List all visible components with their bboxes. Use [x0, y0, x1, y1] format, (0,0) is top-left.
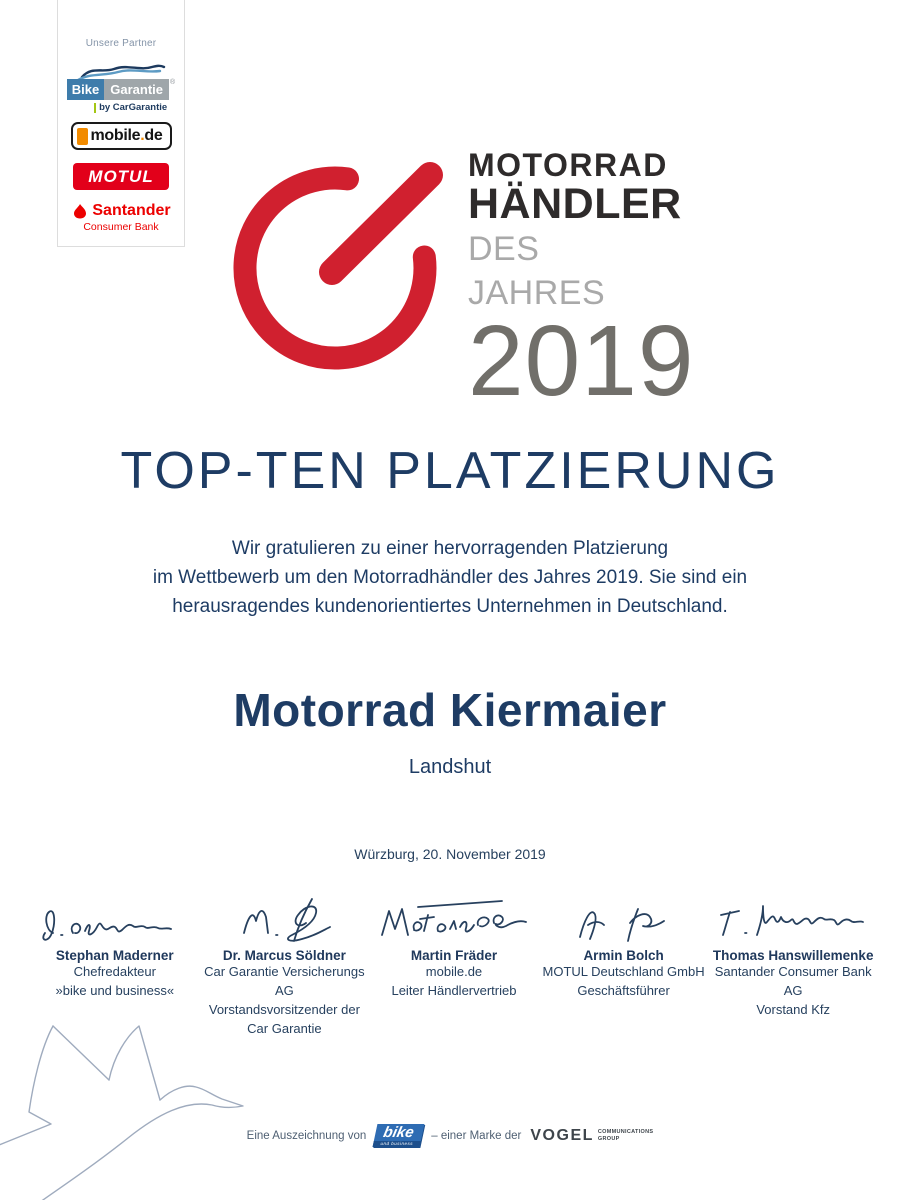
recipient-location: Landshut: [408, 756, 492, 778]
santander-flame-icon: [74, 203, 87, 218]
partner-sidebar: Unsere Partner Bike Garantie ® by CarGar…: [57, 0, 185, 247]
partners-heading: Unsere Partner: [85, 38, 157, 49]
registered-mark: ®: [170, 79, 176, 86]
award-body: Wir gratulieren zu einer hervorragenden …: [0, 534, 900, 621]
signature-hanswillemenke: [720, 905, 865, 936]
bikegarantie-wave-icon: [76, 64, 166, 81]
bikegarantie-byline: by CarGarantie: [67, 102, 167, 113]
award-logo-text: MOTORRAD HÄNDLER DES JAHRES 2019: [468, 147, 695, 417]
bike-und-business-logo: bike und business: [372, 1124, 425, 1147]
bikegarantie-bike-box: Bike: [66, 79, 105, 100]
bikegarantie-wordmark: Bike Garantie ®: [66, 79, 176, 100]
bikegarantie-garantie-box: Garantie: [104, 79, 170, 100]
signature-soeldner: [243, 898, 332, 942]
signatory-hanswillemenke: Thomas Hanswillemenke Santander Consumer…: [708, 891, 878, 1038]
award-body-line1: Wir gratulieren zu einer hervorragenden …: [231, 538, 669, 559]
award-title: TOP-TEN PLATZIERUNG: [120, 442, 780, 500]
cargarantie-green-bar: [94, 102, 97, 113]
bird-watermark-icon: [0, 1025, 244, 1200]
santander-logo: Santander Consumer Bank: [71, 202, 171, 233]
signature-row: Stephan Maderner Chefredakteur »bike und…: [30, 891, 878, 1038]
signatory-soeldner: Dr. Marcus Söldner Car Garantie Versiche…: [200, 891, 370, 1038]
logo-line-des-jahres: DES JAHRES: [468, 230, 606, 312]
mobile-de-orange-block: [76, 127, 88, 145]
award-body-line2: im Wettbewerb um den Motorradhändler des…: [152, 567, 748, 588]
power-ring-icon: [233, 162, 443, 370]
santander-subline: Consumer Bank: [83, 221, 159, 233]
vogel-sub-communications: COMMUNICATIONS: [597, 1128, 654, 1135]
signature-bolch: [578, 908, 665, 942]
signature-fraeder: [381, 900, 527, 936]
mobile-dot: .: [140, 127, 145, 144]
logo-line-year: 2019: [468, 305, 695, 417]
vogel-sub-group: GROUP: [597, 1135, 620, 1142]
vogel-logo: VOGEL COMMUNICATIONS GROUP: [530, 1127, 653, 1145]
mobile-word: mobile: [90, 127, 141, 144]
signatory-maderner: Stephan Maderner Chefredakteur »bike und…: [30, 891, 200, 1038]
vogel-wordmark: VOGEL: [530, 1126, 594, 1144]
mobile-de-logo: mobile.de: [70, 122, 172, 150]
motul-logo: MOTUL: [73, 163, 169, 190]
logo-line-motorrad: MOTORRAD: [468, 147, 668, 183]
footer-prefix: Eine Auszeichnung von: [246, 1129, 367, 1142]
footer-brandline: Eine Auszeichnung von bike und business …: [0, 1124, 900, 1147]
bikegarantie-logo: Bike Garantie ® by CarGarantie: [66, 61, 176, 113]
signatory-bolch: Armin Bolch MOTUL Deutschland GmbH Gesch…: [539, 891, 709, 1038]
logo-line-haendler: HÄNDLER: [468, 180, 682, 228]
signature-maderner: [42, 910, 172, 941]
award-logo: MOTORRAD HÄNDLER DES JAHRES 2019: [225, 148, 693, 411]
recipient-name: Motorrad Kiermaier: [233, 684, 667, 736]
award-body-line3: herausragendes kundenorientiertes Untern…: [172, 596, 728, 617]
santander-wordmark: Santander: [92, 202, 171, 219]
motul-wordmark: MOTUL: [88, 166, 154, 186]
footer-middle: – einer Marke der: [431, 1129, 522, 1142]
signatory-fraeder: Martin Fräder mobile.de Leiter Händlerve…: [369, 891, 539, 1038]
issue-date: Würzburg, 20. November 2019: [354, 846, 546, 862]
mobile-tld: de: [144, 127, 163, 144]
